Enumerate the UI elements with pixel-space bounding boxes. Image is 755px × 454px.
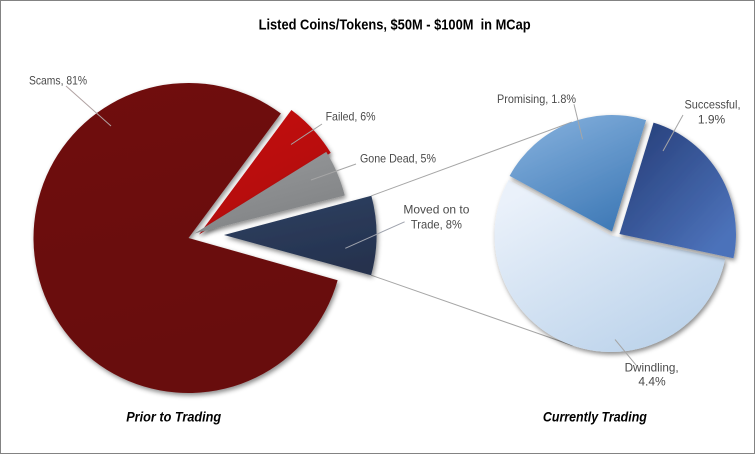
svg-text:1.9%: 1.9% — [698, 113, 726, 127]
svg-text:4.4%: 4.4% — [638, 375, 666, 389]
svg-text:Moved on to: Moved on to — [403, 203, 469, 217]
svg-text:Dwindling,: Dwindling, — [625, 361, 679, 375]
svg-text:Promising, 1.8%: Promising, 1.8% — [497, 92, 576, 106]
svg-text:Listed Coins/Tokens, $50M - $1: Listed Coins/Tokens, $50M - $100M in MCa… — [259, 17, 531, 34]
svg-text:Gone Dead, 5%: Gone Dead, 5% — [360, 152, 436, 166]
svg-text:Failed, 6%: Failed, 6% — [326, 110, 376, 124]
svg-text:Trade, 8%: Trade, 8% — [411, 218, 462, 232]
svg-text:Prior to Trading: Prior to Trading — [126, 409, 222, 424]
svg-text:Currently Trading: Currently Trading — [543, 409, 648, 424]
svg-text:Successful,: Successful, — [685, 98, 741, 112]
svg-text:Scams, 81%: Scams, 81% — [29, 74, 87, 88]
